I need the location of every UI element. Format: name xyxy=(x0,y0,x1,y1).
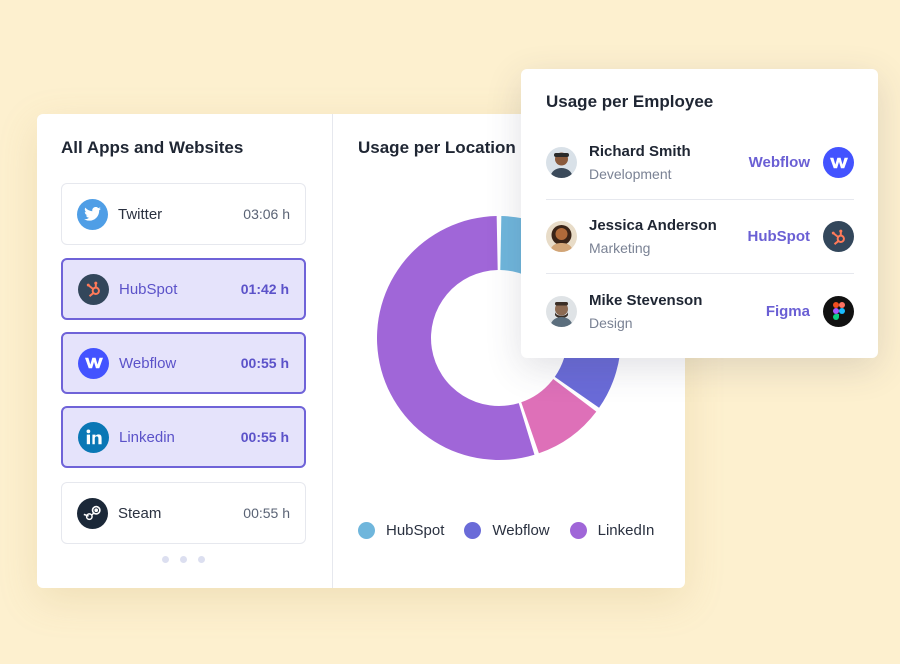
apps-panel-title: All Apps and Websites xyxy=(61,138,244,157)
legend-item-hubspot: HubSpot xyxy=(358,522,444,539)
twitter-icon xyxy=(77,198,108,230)
app-time: 00:55 h xyxy=(240,355,289,371)
avatar xyxy=(546,221,577,252)
employee-row[interactable]: Jessica Anderson Marketing HubSpot xyxy=(546,200,854,274)
pagination-dot[interactable] xyxy=(162,556,169,563)
legend-label: LinkedIn xyxy=(597,522,655,539)
pagination-dot[interactable] xyxy=(198,556,205,563)
hubspot-icon xyxy=(823,221,854,252)
legend-dot xyxy=(358,522,375,539)
app-label: HubSpot xyxy=(119,280,178,298)
legend-dot xyxy=(464,522,482,539)
app-item-steam[interactable]: Steam 00:55 h xyxy=(61,482,306,544)
figma-icon xyxy=(823,295,854,327)
legend-item-webflow: Webflow xyxy=(464,522,550,539)
app-label: Steam xyxy=(118,504,162,522)
app-time: 00:55 h xyxy=(240,429,289,445)
employee-app-name: Webflow xyxy=(748,154,810,171)
avatar xyxy=(546,295,577,327)
steam-icon xyxy=(77,497,108,529)
app-item-linkedin[interactable]: Linkedin 00:55 h xyxy=(61,406,306,468)
app-label: Linkedin xyxy=(119,428,175,446)
app-item-twitter[interactable]: Twitter 03:06 h xyxy=(61,183,306,245)
app-time: 00:55 h xyxy=(243,505,290,521)
donut-slice-segment-4 xyxy=(377,216,535,460)
employee-row[interactable]: Richard Smith Development Webflow xyxy=(546,126,854,200)
legend-label: Webflow xyxy=(492,522,550,539)
panel-divider xyxy=(332,114,333,588)
employee-row[interactable]: Mike Stevenson Design Figma xyxy=(546,274,854,348)
pagination-dot[interactable] xyxy=(180,556,187,563)
pagination-dots[interactable] xyxy=(162,556,205,563)
employee-department: Design xyxy=(589,314,633,331)
employee-usage-card: Usage per Employee Richard Smith Develop… xyxy=(521,69,878,358)
employee-name: Mike Stevenson xyxy=(589,291,703,309)
app-item-webflow[interactable]: Webflow 00:55 h xyxy=(61,332,306,394)
employee-department: Marketing xyxy=(589,240,651,256)
app-time: 01:42 h xyxy=(240,281,289,297)
chart-legend: HubSpot Webflow LinkedIn xyxy=(358,522,654,539)
employee-department: Development xyxy=(589,166,672,182)
app-label: Twitter xyxy=(118,205,163,223)
employee-app-name: HubSpot xyxy=(747,228,810,245)
employee-name: Jessica Anderson xyxy=(589,217,717,234)
webflow-icon xyxy=(78,347,109,379)
legend-label: HubSpot xyxy=(386,522,445,539)
app-label: Webflow xyxy=(119,354,177,372)
employee-panel-title: Usage per Employee xyxy=(546,92,714,111)
app-time: 03:06 h xyxy=(243,206,290,222)
donut-slice-segment-3 xyxy=(521,379,597,454)
hubspot-icon xyxy=(78,273,109,305)
location-panel-title: Usage per Location xyxy=(358,138,516,157)
webflow-icon xyxy=(823,147,854,178)
avatar xyxy=(546,147,577,178)
legend-dot xyxy=(569,522,587,539)
employee-app-name: Figma xyxy=(765,302,810,320)
legend-item-linkedin: LinkedIn xyxy=(569,522,655,539)
employee-name: Richard Smith xyxy=(589,143,691,160)
app-item-hubspot[interactable]: HubSpot 01:42 h xyxy=(61,258,306,320)
linkedin-icon xyxy=(78,421,109,453)
